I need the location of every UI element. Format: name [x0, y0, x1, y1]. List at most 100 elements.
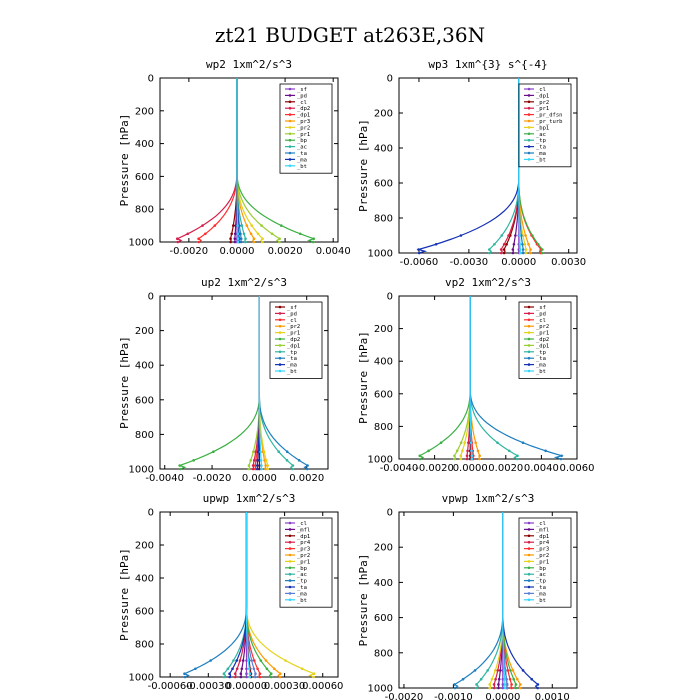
series-marker-cl	[231, 224, 235, 227]
y-tick-label: 800	[135, 430, 154, 441]
series-marker-ta	[536, 683, 540, 686]
legend-label: _sf	[287, 305, 297, 311]
y-tick-label: 800	[374, 648, 393, 659]
series-marker-ma	[250, 659, 253, 662]
y-tick-label: 400	[135, 361, 154, 372]
legend-marker	[278, 305, 282, 309]
series-marker-ac	[222, 672, 226, 675]
series-line-dp2	[418, 296, 471, 460]
legend-marker	[527, 94, 531, 97]
series-line-bt	[502, 512, 506, 689]
legend-label: _dp1	[536, 343, 549, 349]
legend-marker	[527, 356, 531, 360]
series-marker-pd	[251, 464, 255, 467]
series-marker-bt	[259, 450, 262, 454]
legend-label: _dp1	[297, 534, 310, 540]
series-marker-pr_turb	[529, 248, 532, 251]
y-tick-label: 1000	[129, 238, 154, 249]
series-marker-dp1	[514, 234, 517, 237]
legend-marker	[288, 579, 292, 582]
series-marker-dp1	[197, 240, 201, 244]
figure-title: zt21 BUDGET at263E,36N	[215, 23, 485, 47]
legend-marker	[278, 363, 282, 366]
series-marker-pr1	[266, 464, 270, 467]
series-marker-mfl	[241, 659, 245, 662]
series-marker-mfl	[239, 672, 243, 675]
series-marker-dp2	[178, 464, 182, 467]
series-marker-ta	[231, 667, 234, 671]
series-marker-pr3	[252, 237, 256, 241]
legend-marker	[527, 324, 531, 328]
legend-marker	[288, 164, 292, 168]
y-tick-label: 0	[387, 74, 393, 85]
series-marker-ta	[417, 251, 421, 255]
legend-label: _cl	[536, 318, 546, 324]
series-marker-cl	[230, 232, 233, 236]
series-marker-pr1	[490, 677, 494, 681]
legend-label: _pr3	[297, 119, 310, 125]
series-marker-ta	[559, 457, 563, 461]
legend-marker	[288, 540, 292, 544]
series-marker-tp	[183, 675, 187, 679]
panel-title: up2 1xm^2/s^3	[201, 276, 287, 289]
series-marker-ma	[256, 459, 259, 462]
series-marker-bp	[512, 677, 515, 681]
legend-label: _dp1	[297, 113, 310, 119]
panel-title: vp2 1xm^2/s^3	[445, 276, 531, 289]
series-marker-ac	[244, 237, 247, 241]
series-marker-ta	[417, 248, 420, 251]
series-marker-dp1	[247, 464, 251, 467]
series-marker-pr1	[262, 450, 266, 454]
series-marker-bt	[518, 242, 522, 246]
legend-label: _bp	[297, 138, 307, 144]
legend-label: _ac	[297, 572, 307, 578]
series-marker-pr1	[300, 667, 304, 671]
legend-label: _bp	[297, 566, 307, 572]
legend: _cl_mfl_dp1_pr4_pr3_pr2_pr1_bp_ac_tp_ta_…	[518, 517, 572, 608]
series-marker-pr1	[507, 234, 510, 237]
series-marker-bt	[248, 675, 252, 679]
legend-box	[279, 517, 333, 608]
series-marker-dp1	[459, 441, 463, 445]
legend-marker	[288, 126, 292, 129]
legend-marker	[527, 344, 531, 347]
series-marker-pr3	[249, 232, 253, 236]
legend-marker	[527, 119, 531, 123]
series-marker-tp	[277, 450, 281, 454]
series-line-dp1	[512, 78, 520, 254]
y-tick-label: 200	[374, 324, 393, 335]
x-tick-label: -0.00030	[186, 681, 231, 692]
series-marker-pr1	[284, 659, 287, 662]
series-marker-pr4	[235, 667, 239, 671]
legend-label: _ta	[297, 151, 307, 157]
series-line-bt	[245, 512, 251, 678]
series-marker-dp1	[252, 450, 255, 454]
legend-marker	[288, 87, 292, 91]
series-marker-pr1	[461, 449, 464, 453]
legend-label: _tp	[536, 350, 546, 356]
legend-label: _pr1	[287, 331, 300, 337]
series-marker-mfl	[497, 677, 501, 681]
legend-label: _cl	[297, 521, 307, 527]
legend-label: _ma	[536, 363, 546, 369]
series-marker-tp	[461, 677, 465, 681]
legend-label: _sf	[297, 87, 307, 93]
series-marker-ac	[486, 669, 489, 672]
y-tick-label: 400	[374, 144, 393, 155]
legend: _sf_pd_cl_dp2_dp1_pr3_pr2_pr1_bp_ac_ta_m…	[279, 83, 333, 174]
legend-marker	[527, 305, 531, 309]
series-marker-pr3	[256, 667, 259, 671]
series-marker-pr_turb	[524, 234, 527, 237]
y-tick-label: 1000	[368, 249, 393, 260]
legend-label: _pr1	[536, 331, 549, 337]
series-marker-dp1	[213, 224, 217, 227]
series-marker-dp1	[197, 237, 200, 241]
legend-label: _pr4	[536, 540, 550, 546]
series-marker-cl	[253, 464, 257, 467]
legend-label: _dp2	[536, 337, 549, 343]
panel-title: wp3 1xm^{3} s^{-4}	[428, 58, 547, 71]
legend-label: _pr1	[536, 106, 549, 112]
series-marker-ac	[536, 242, 540, 246]
x-tick-label: 0.0040	[316, 246, 351, 257]
legend-marker	[527, 579, 531, 582]
